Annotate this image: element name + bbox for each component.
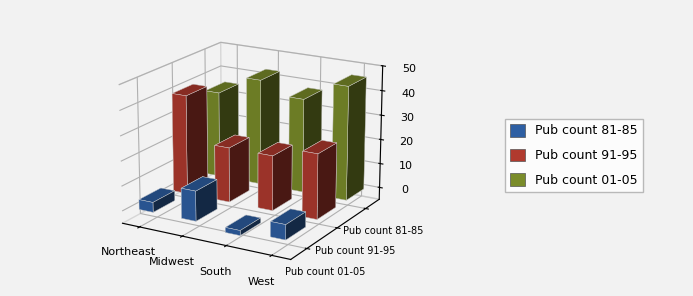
Legend: Pub count 81-85, Pub count 91-95, Pub count 01-05: Pub count 81-85, Pub count 91-95, Pub co… (505, 119, 643, 192)
